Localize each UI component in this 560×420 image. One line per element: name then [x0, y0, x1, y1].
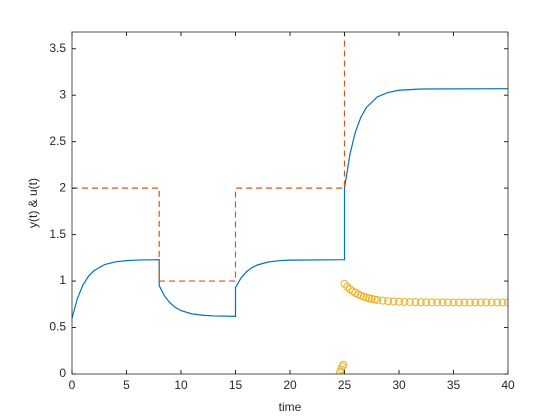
x-tick-label: 40	[501, 378, 515, 392]
y-tick-label: 1	[59, 273, 66, 287]
scatter-point	[482, 298, 491, 307]
scatter-point	[339, 360, 348, 369]
scatter-point	[438, 298, 447, 307]
x-tick-label: 5	[123, 378, 130, 392]
x-tick-label: 35	[447, 378, 461, 392]
scatter-point	[343, 282, 352, 291]
x-tick-label: 15	[229, 378, 243, 392]
x-tick-label: 20	[283, 378, 297, 392]
plot-area	[72, 32, 508, 374]
scatter-point	[338, 362, 347, 371]
scatter-point	[493, 298, 502, 307]
x-tick-label: 30	[392, 378, 406, 392]
scatter-point	[487, 298, 496, 307]
scatter-point	[476, 298, 485, 307]
y-tick-label: 3.5	[49, 41, 66, 55]
y-axis-label: y(t) & u(t)	[26, 178, 40, 228]
scatter-point	[373, 295, 382, 304]
scatter-point	[465, 298, 474, 307]
y-tick-label: 2.5	[49, 134, 66, 148]
scatter-point	[422, 298, 431, 307]
scatter-point	[367, 294, 376, 303]
scatter-point	[345, 285, 354, 294]
x-axis-label: time	[279, 400, 302, 414]
scatter-point	[504, 298, 508, 307]
scatter-point	[411, 298, 420, 307]
scatter-point	[433, 298, 442, 307]
scatter-point	[460, 298, 469, 307]
y-tick-label: 1.5	[49, 227, 66, 241]
scatter-point	[454, 298, 463, 307]
scatter-point	[405, 298, 414, 307]
y-tick-label: 0.5	[49, 320, 66, 334]
scatter-point	[370, 295, 379, 304]
scatter-point	[471, 298, 480, 307]
line-series	[72, 88, 508, 319]
x-tick-label: 25	[338, 378, 352, 392]
scatter-point	[389, 297, 398, 306]
scatter-point	[400, 297, 409, 306]
scatter-point	[395, 297, 403, 306]
y-tick-label: 0	[59, 366, 66, 380]
y-tick-label: 2	[59, 180, 66, 194]
scatter-point	[449, 298, 458, 307]
scatter-point	[498, 298, 507, 307]
y-tick-label: 3	[59, 87, 66, 101]
scatter-point	[340, 279, 349, 288]
scatter-point	[416, 298, 425, 307]
x-tick-label: 0	[69, 378, 76, 392]
scatter-point	[427, 298, 436, 307]
x-tick-label: 10	[174, 378, 188, 392]
scatter-point	[444, 298, 453, 307]
scatter-point	[378, 296, 387, 305]
plot-data	[72, 32, 508, 374]
scatter-point	[384, 297, 393, 306]
